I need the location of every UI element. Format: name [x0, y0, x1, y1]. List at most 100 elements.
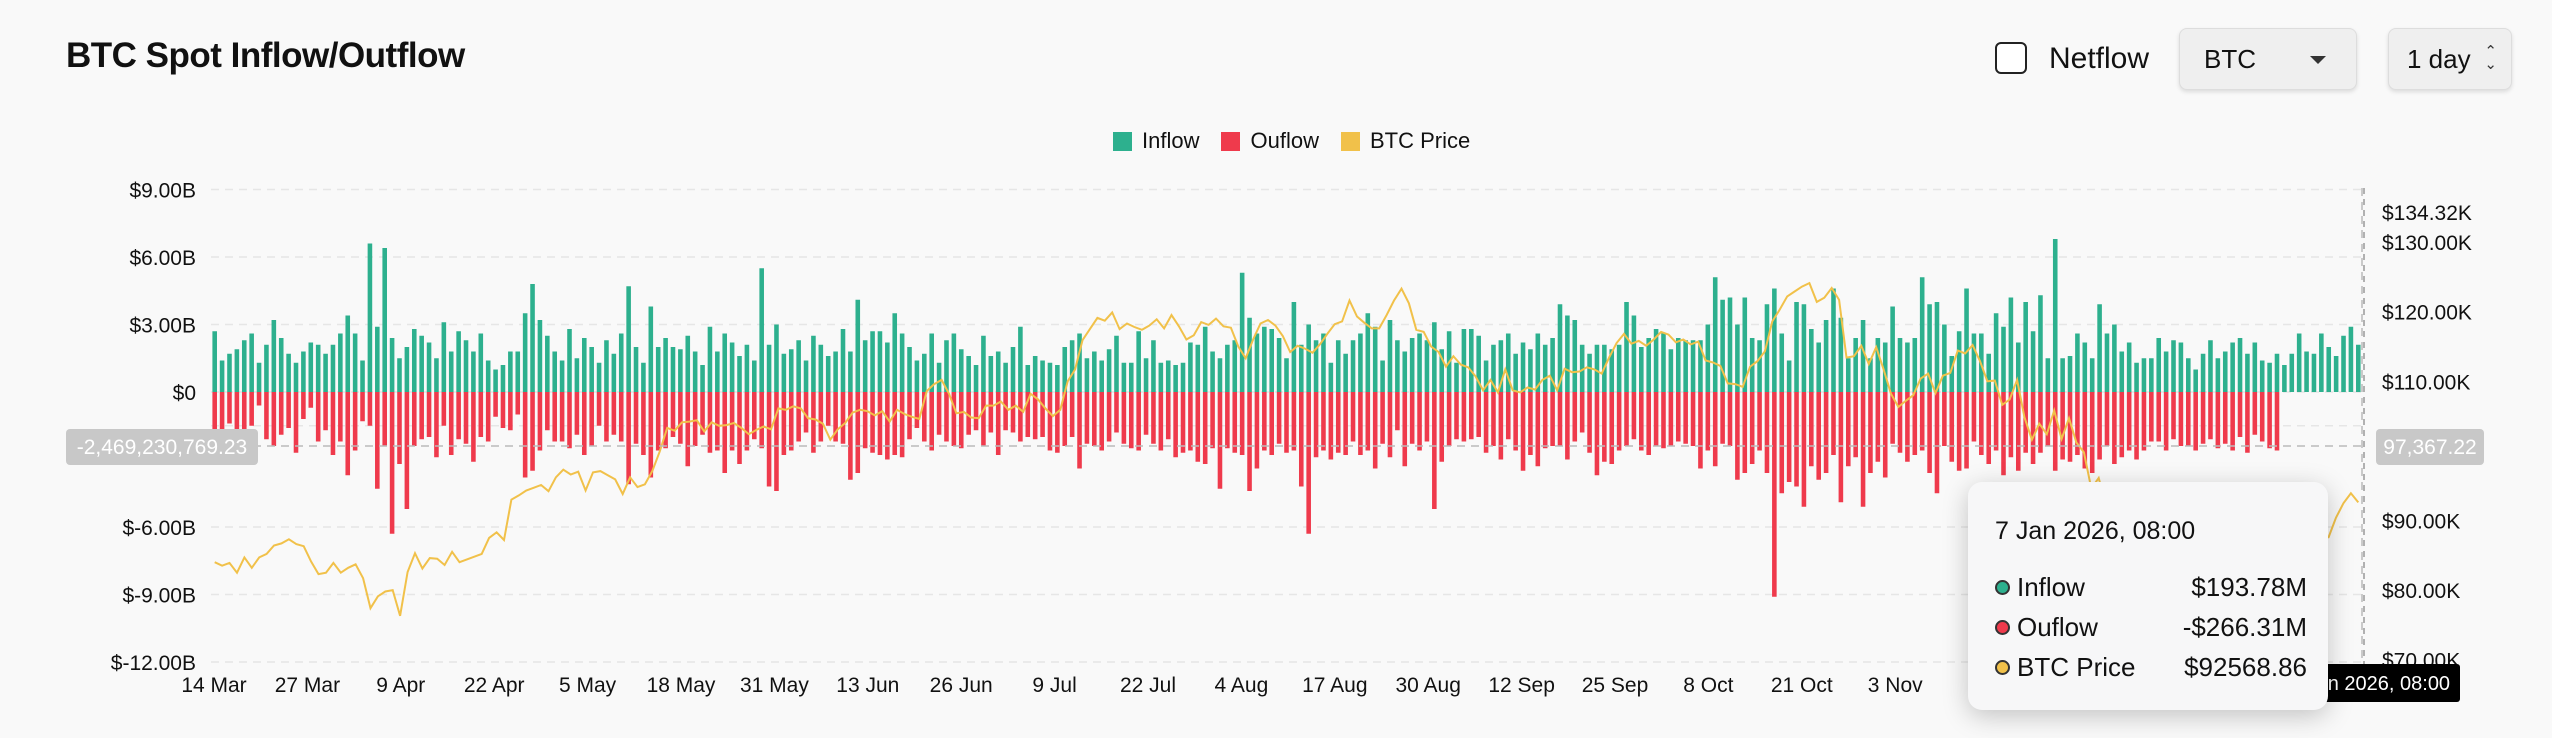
outflow-bar: [2274, 392, 2280, 451]
outflow-bar: [1794, 392, 1799, 487]
inflow-bar: [2045, 358, 2051, 392]
inflow-bar: [988, 356, 994, 392]
outflow-bar: [522, 392, 528, 478]
inflow-bar: [397, 358, 402, 392]
inflow-bar: [840, 329, 846, 392]
x-tick-label: 9 Jul: [1032, 674, 1076, 697]
tooltip-dot-btc-price: [1995, 660, 2010, 675]
outflow-bar: [848, 392, 853, 480]
outflow-bar: [352, 392, 358, 451]
inflow-bar: [1919, 277, 1925, 392]
inflow-bar: [559, 360, 565, 392]
inflow-bar: [2015, 342, 2021, 392]
inflow-bar: [2149, 358, 2154, 392]
outflow-bar: [596, 392, 602, 426]
inflow-bar: [855, 299, 861, 392]
inflow-bar: [1779, 333, 1785, 392]
x-tick-label: 22 Jul: [1120, 674, 1176, 697]
legend-item-inflow[interactable]: Inflow: [1113, 128, 1199, 154]
outflow-bar: [2252, 392, 2258, 435]
inflow-bar: [500, 365, 506, 392]
outflow-bar: [1040, 392, 1045, 437]
inflow-bar: [1698, 340, 1703, 392]
interval-select[interactable]: 1 day ⌃ ⌄: [2388, 28, 2512, 90]
outflow-bar: [448, 392, 454, 455]
outflow-bar: [1956, 392, 1962, 471]
outflow-bar: [478, 392, 484, 437]
inflow-bar: [1069, 340, 1075, 392]
y-right-tick-label: $90.00K: [2382, 510, 2460, 533]
inflow-bar: [2356, 344, 2361, 392]
coin-select[interactable]: BTC: [2179, 28, 2357, 90]
inflow-bar: [922, 353, 927, 392]
outflow-bar: [1557, 392, 1563, 446]
inflow-bar: [788, 349, 794, 392]
outflow-bar: [1328, 392, 1334, 460]
inflow-bar: [552, 351, 558, 392]
outflow-bar: [1180, 392, 1186, 453]
tooltip-dot-inflow: [1995, 580, 2010, 595]
inflow-bar: [1535, 333, 1541, 392]
inflow-bar: [1099, 360, 1104, 392]
outflow-bar: [2112, 392, 2117, 464]
outflow-bar: [1188, 392, 1193, 451]
outflow-bar: [1114, 392, 1119, 433]
inflow-bar: [256, 362, 262, 392]
outflow-bar: [1313, 392, 1319, 458]
inflow-bar: [596, 362, 602, 392]
outflow-bar: [559, 392, 565, 442]
outflow-bar: [1018, 392, 1023, 442]
outflow-bar: [1668, 392, 1674, 446]
inflow-bar: [1387, 320, 1393, 392]
outflow-bar: [2163, 392, 2169, 451]
inflow-bar: [2023, 302, 2028, 392]
inflow-bar: [301, 351, 306, 392]
inflow-bar: [1565, 315, 1570, 392]
inflow-bar: [1971, 333, 1977, 392]
inflow-bar: [1668, 349, 1674, 392]
inflow-bar: [1084, 358, 1090, 392]
outflow-bar: [2222, 392, 2228, 444]
inflow-bar: [870, 331, 875, 392]
inflow-bar: [1335, 340, 1341, 392]
netflow-label[interactable]: Netflow: [2049, 42, 2150, 75]
outflow-bar: [2082, 392, 2088, 469]
outflow-bar: [752, 392, 757, 440]
inflow-bar: [1180, 362, 1186, 392]
outflow-bar: [1624, 392, 1629, 446]
netflow-checkbox[interactable]: [1995, 42, 2027, 74]
inflow-bar: [508, 351, 513, 392]
outflow-bar: [375, 392, 380, 489]
inflow-bar: [848, 351, 853, 392]
outflow-bar: [1528, 392, 1533, 455]
x-tick-label: 30 Aug: [1395, 674, 1460, 697]
outflow-bar: [1801, 392, 1807, 507]
inflow-bar: [1949, 356, 1955, 392]
inflow-bar: [2289, 353, 2295, 392]
inflow-bar: [1151, 340, 1156, 392]
inflow-bar: [1735, 324, 1740, 392]
updown-chevron-icon: ⌃ ⌄: [2484, 43, 2497, 73]
legend-item-outflow[interactable]: Ouflow: [1221, 128, 1319, 154]
inflow-bar: [567, 329, 572, 392]
inflow-bar: [389, 338, 395, 392]
inflow-bar: [1897, 338, 1903, 392]
outflow-bar: [1698, 392, 1703, 469]
inflow-bar: [1661, 333, 1666, 392]
outflow-bar: [811, 392, 816, 453]
inflow-bar: [1313, 340, 1319, 392]
y-right-tick-label: $80.00K: [2382, 580, 2460, 603]
inflow-bar: [862, 340, 868, 392]
outflow-bar: [2119, 392, 2125, 458]
inflow-bar: [618, 333, 624, 392]
inflow-bar: [633, 347, 639, 392]
outflow-bar: [1897, 392, 1903, 453]
inflow-bar: [1853, 338, 1858, 392]
outflow-bar: [988, 392, 994, 433]
inflow-bar: [1491, 344, 1496, 392]
outflow-bar: [367, 392, 373, 426]
inflow-bar: [1158, 362, 1164, 392]
inflow-bar: [581, 338, 587, 392]
legend-item-btc-price[interactable]: BTC Price: [1340, 128, 1470, 154]
x-tick-label: 13 Jun: [836, 674, 899, 697]
